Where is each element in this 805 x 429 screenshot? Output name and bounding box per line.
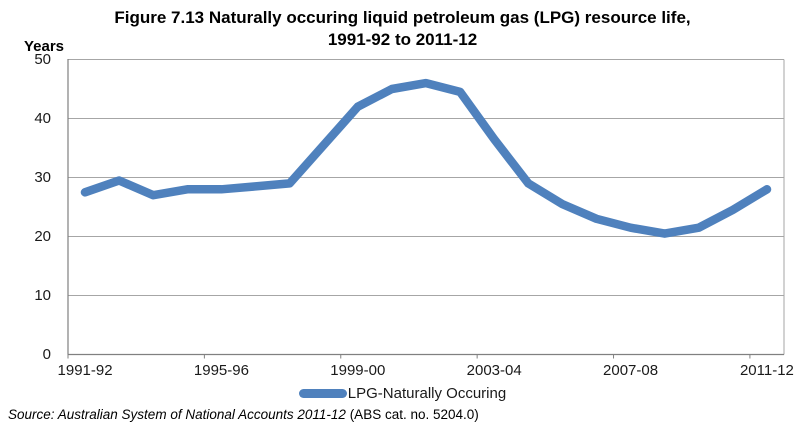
y-tick-label: 20 (34, 228, 51, 245)
source-note-italic: Source: Australian System of National Ac… (8, 407, 346, 422)
y-tick-label: 0 (42, 346, 51, 363)
legend: LPG-Naturally Occuring (0, 385, 805, 402)
chart-title-line1: Figure 7.13 Naturally occuring liquid pe… (114, 8, 691, 27)
x-tick-label: 2011-12 (739, 362, 794, 379)
series-line-lpg-naturally-occuring (80, 78, 772, 238)
y-tick-label: 10 (34, 287, 51, 304)
source-note-ref: (ABS cat. no. 5204.0) (345, 407, 479, 422)
x-tick-label: 1999-00 (330, 362, 386, 379)
chart-title: Figure 7.13 Naturally occuring liquid pe… (0, 7, 805, 52)
x-tick-label: 2007-08 (603, 362, 659, 379)
source-note: Source: Australian System of National Ac… (8, 407, 479, 422)
y-axis-title: Years (23, 38, 64, 55)
legend-label: LPG-Naturally Occuring (347, 385, 507, 402)
x-tick-label: 2003-04 (466, 362, 522, 379)
y-tick-label: 50 (34, 51, 51, 68)
chart-title-line2: 1991-92 to 2011-12 (327, 30, 478, 50)
x-tick-label: 1991-92 (57, 362, 113, 379)
legend-line-swatch (298, 389, 347, 398)
y-tick-label: 30 (34, 169, 51, 186)
x-tick-label: 1995-96 (193, 362, 249, 379)
y-tick-label: 40 (34, 110, 51, 127)
